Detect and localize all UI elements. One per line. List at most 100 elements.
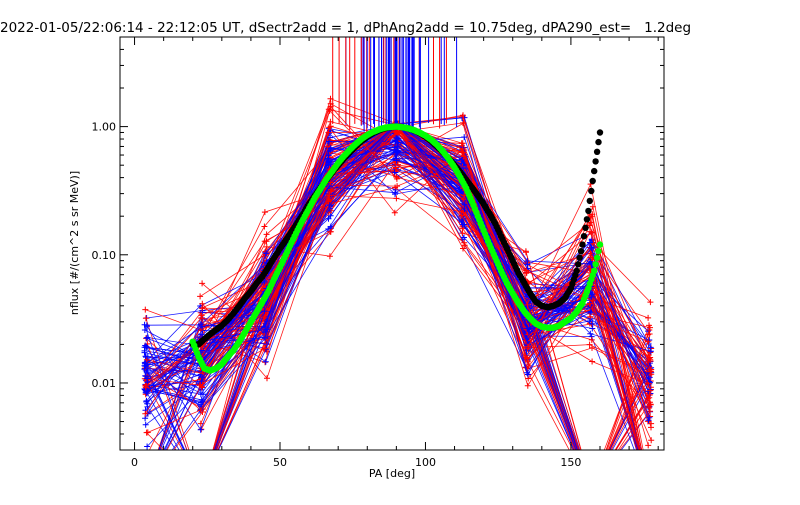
data-point: [587, 486, 593, 492]
data-point: [647, 299, 654, 306]
data-point: [200, 391, 206, 398]
data-point: [393, 174, 400, 181]
data-point: [263, 243, 270, 250]
data-point: [588, 486, 594, 492]
data-point: [142, 486, 148, 492]
trace-line: [202, 130, 652, 370]
data-point: [587, 486, 593, 492]
data-point: [200, 486, 206, 492]
data-point: [587, 239, 593, 246]
data-point: [645, 486, 651, 492]
data-point: [324, 143, 331, 150]
data-point: [391, 144, 398, 151]
data-point: [588, 486, 594, 492]
data-point: [326, 253, 333, 260]
data-point: [645, 486, 651, 492]
data-point: [645, 486, 651, 492]
data-point: [588, 229, 595, 236]
data-point: [392, 158, 399, 165]
data-point: [143, 486, 149, 492]
data-point: [647, 486, 653, 492]
data-point: [143, 486, 149, 492]
data-point: [460, 196, 466, 203]
fit-point: [593, 148, 601, 155]
data-point: [142, 486, 148, 492]
y-tick-label: 0.01: [92, 377, 117, 390]
data-point: [647, 486, 653, 492]
data-point: [647, 486, 653, 492]
data-point: [646, 486, 652, 492]
data-point: [142, 421, 149, 428]
data-point: [394, 183, 401, 190]
data-point: [143, 375, 150, 382]
data-point: [589, 358, 596, 365]
fit-point: [575, 261, 582, 268]
data-point: [588, 486, 594, 492]
data-point: [141, 327, 148, 333]
data-point: [524, 258, 531, 264]
data-point: [197, 382, 203, 389]
data-point: [645, 338, 652, 345]
data-point: [589, 486, 595, 492]
data-point: [645, 486, 651, 492]
fit-point: [593, 254, 601, 261]
data-point: [647, 368, 654, 375]
data-point: [589, 291, 596, 297]
data-point: [263, 238, 270, 245]
data-point: [645, 486, 651, 492]
y-tick-label: 1.00: [92, 121, 117, 134]
data-point: [460, 153, 467, 160]
fit-point: [596, 129, 604, 136]
data-point: [197, 486, 203, 492]
data-point: [460, 245, 466, 252]
fit-point: [579, 241, 586, 248]
data-point: [142, 384, 149, 391]
data-point: [393, 134, 400, 141]
data-point: [144, 486, 150, 492]
data-point: [142, 342, 149, 349]
data-point: [262, 334, 269, 341]
data-point: [197, 426, 204, 433]
data-point: [647, 348, 654, 355]
fit-point: [577, 248, 585, 255]
data-point: [587, 258, 594, 265]
data-point: [647, 486, 653, 492]
data-point: [199, 486, 205, 492]
data-point: [647, 387, 654, 394]
data-point: [586, 341, 593, 348]
data-point: [459, 140, 466, 147]
data-point: [645, 486, 651, 492]
data-point: [588, 486, 594, 492]
data-point: [198, 486, 204, 492]
data-point: [458, 156, 465, 163]
data-point: [199, 323, 206, 330]
data-point: [524, 382, 531, 389]
data-point: [588, 245, 595, 252]
data-point: [142, 306, 149, 313]
data-point: [200, 486, 206, 492]
fit-point: [591, 167, 598, 175]
data-point: [142, 410, 149, 417]
data-point: [646, 486, 652, 492]
data-point: [589, 486, 595, 492]
data-point: [648, 420, 655, 427]
data-point: [587, 330, 594, 337]
data-point: [645, 486, 651, 492]
data-point: [261, 278, 268, 284]
data-point: [199, 305, 206, 312]
data-point: [524, 301, 531, 308]
data-point: [524, 355, 531, 362]
data-point: [590, 486, 596, 492]
trace-line: [200, 123, 652, 373]
data-point: [589, 344, 595, 351]
data-point: [144, 400, 151, 407]
data-point: [143, 356, 150, 363]
data-point: [587, 486, 593, 492]
data-point: [647, 486, 653, 492]
data-point: [587, 313, 594, 320]
data-point: [198, 401, 205, 408]
data-point: [263, 318, 270, 324]
trace-line: [217, 123, 643, 450]
data-point: [198, 486, 204, 492]
data-point: [199, 486, 205, 492]
